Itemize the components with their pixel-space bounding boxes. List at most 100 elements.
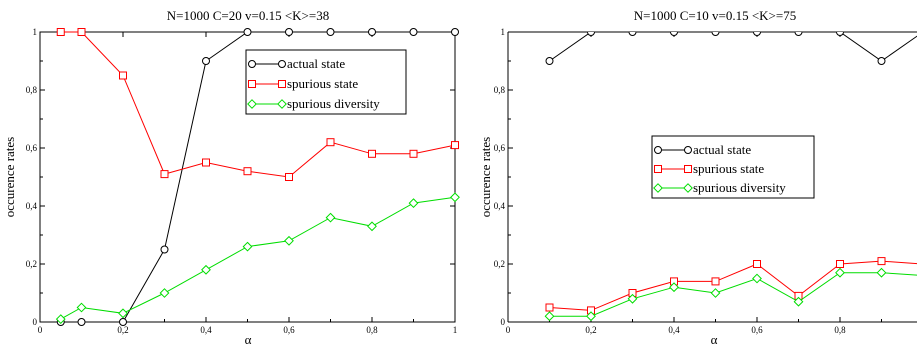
right-legend-spurious-state-left-point	[654, 165, 662, 173]
left-legend-box	[245, 49, 407, 115]
right-spurious-diversity-point-0	[544, 311, 555, 322]
right-spurious-diversity-point-5	[752, 273, 762, 284]
right-spurious-diversity-point-1	[586, 311, 596, 322]
left-spurious-diversity-point-1	[76, 302, 87, 313]
right-spurious-state-point-7	[836, 260, 844, 268]
left-x-tick-label: 1	[453, 325, 458, 335]
right-spurious-diversity-point-7	[835, 267, 845, 278]
right-legend-spurious-diversity-right-point	[683, 183, 693, 193]
right-spurious-diversity-point-3	[669, 282, 679, 293]
right-x-tick-label: 0,8	[834, 325, 846, 335]
left-y-tick-label: 0,6	[26, 143, 38, 153]
left-chart: N=1000 C=20 v=0.15 <K>=38 0 0,2 0,4 0,6 0,8 1…	[2, 8, 460, 347]
left-actual-state-point-6	[285, 28, 293, 36]
right-x-tick-label: 0	[506, 325, 511, 335]
right-actual-state-point-1	[587, 32, 595, 36]
right-spurious-diversity-point-8	[876, 267, 887, 278]
left-actual-state-point-10	[451, 28, 459, 36]
left-x-axis-label: α	[245, 332, 252, 347]
left-actual-state-point-3	[160, 245, 169, 254]
left-actual-state-point-4	[202, 57, 210, 65]
right-y-axis-label: occurence rates	[478, 137, 493, 217]
right-chart-title: N=1000 C=10 v=0.15 <K>=75	[634, 8, 796, 23]
left-actual-state-point-5	[243, 28, 252, 36]
right-y-ticks: 0 0,2 0,4 0,6 0,8 1	[494, 27, 513, 327]
left-spurious-state-point-1	[77, 28, 86, 36]
left-spurious-diversity-point-10	[450, 192, 460, 203]
left-spurious-diversity-point-2	[118, 308, 128, 319]
left-spurious-state-point-0	[56, 28, 65, 36]
left-spurious-diversity-point-8	[367, 221, 377, 232]
left-chart-title: N=1000 C=20 v=0.15 <K>=38	[167, 8, 329, 23]
left-spurious-diversity-point-0	[55, 314, 66, 325]
left-y-tick-label: 0,8	[26, 85, 38, 95]
left-legend-spurious-diversity-left-point	[247, 99, 257, 109]
left-y-tick-label: 0	[33, 317, 38, 327]
left-spurious-diversity-point-3	[159, 288, 170, 298]
right-x-tick-label: 0,2	[585, 325, 596, 335]
left-spurious-state-point-4	[202, 158, 210, 167]
left-spurious-diversity-point-7	[325, 212, 336, 223]
left-spurious-state-point-6	[285, 173, 293, 181]
right-spurious-state-point-8	[877, 257, 886, 266]
left-actual-state-point-9	[409, 28, 418, 36]
left-legend-spurious-state-right-point	[278, 80, 286, 88]
left-y-tick-label: 0,4	[26, 201, 38, 211]
left-spurious-state-point-5	[243, 167, 252, 176]
left-legend-actual-state-left-point	[248, 60, 256, 68]
right-x-tick-label: 0,6	[751, 325, 763, 335]
left-x-tick-label: 0	[38, 325, 43, 335]
right-spurious-diversity-point-2	[627, 293, 638, 304]
left-actual-state-point-2	[119, 318, 127, 326]
right-actual-state-point-7	[836, 32, 844, 36]
left-spurious-state-point-10	[451, 141, 459, 150]
right-legend-actual-state-label: actual state	[693, 142, 751, 157]
left-legend-actual-state-label: actual state	[287, 56, 345, 71]
left-legend-spurious-state-left-point	[248, 80, 256, 88]
right-actual-state-point-3	[670, 32, 678, 36]
right-y-tick-label: 0,6	[494, 143, 506, 153]
right-legend-actual-state-left-point	[654, 146, 662, 154]
left-spurious-state-point-8	[368, 149, 376, 158]
left-spurious-diversity-point-6	[284, 235, 294, 246]
left-legend-actual-state-right-point	[278, 60, 286, 68]
left-legend-spurious-diversity-right-point	[277, 99, 287, 109]
right-chart: N=1000 C=10 v=0.15 <K>=75 0 0,2 0,4 0,6 0,8 …	[478, 8, 917, 347]
left-spurious-state-point-3	[160, 170, 169, 179]
right-legend-spurious-state-label: spurious state	[693, 161, 764, 176]
left-y-tick-label: 1	[33, 27, 38, 37]
left-actual-state-point-1	[77, 318, 86, 326]
right-spurious-state-point-5	[753, 260, 761, 268]
left-y-tick-label: 0,2	[26, 259, 37, 269]
left-legend-spurious-diversity-label: spurious diversity	[287, 96, 380, 111]
right-y-tick-label: 1	[501, 27, 506, 37]
right-legend: actual state spurious state spurious diver…	[651, 135, 815, 199]
right-series	[544, 32, 917, 322]
left-spurious-state-point-9	[409, 149, 418, 158]
right-legend-spurious-diversity-left-point	[653, 183, 663, 193]
right-y-tick-label: 0,2	[494, 259, 505, 269]
right-spurious-state-point-4	[711, 277, 720, 286]
right-actual-state-point-8	[877, 57, 886, 65]
left-spurious-diversity-point-4	[201, 264, 211, 275]
left-actual-state-point-7	[326, 28, 335, 36]
left-actual-state-point-8	[368, 28, 376, 36]
right-legend-spurious-state-right-point	[684, 165, 692, 173]
left-x-tick-label: 0,4	[200, 325, 212, 335]
right-legend-entries: actual state spurious state spurious diver…	[653, 142, 786, 195]
left-x-tick-label: 0,8	[366, 325, 378, 335]
right-actual-state-point-2	[628, 32, 637, 36]
right-actual-state-point-0	[545, 57, 554, 65]
left-y-axis-label: occurence rates	[2, 137, 17, 217]
right-actual-state-point-6	[794, 32, 803, 36]
left-x-tick-label: 0,2	[117, 325, 128, 335]
left-series	[55, 28, 460, 326]
right-series-spurious-state-line	[549, 260, 917, 311]
right-legend-spurious-diversity-label: spurious diversity	[693, 180, 786, 195]
right-spurious-diversity-point-6	[793, 296, 804, 307]
right-actual-state-point-4	[711, 32, 720, 36]
right-y-tick-label: 0	[501, 317, 506, 327]
right-legend-actual-state-right-point	[684, 146, 692, 154]
right-x-tick-label: 0,4	[668, 325, 680, 335]
